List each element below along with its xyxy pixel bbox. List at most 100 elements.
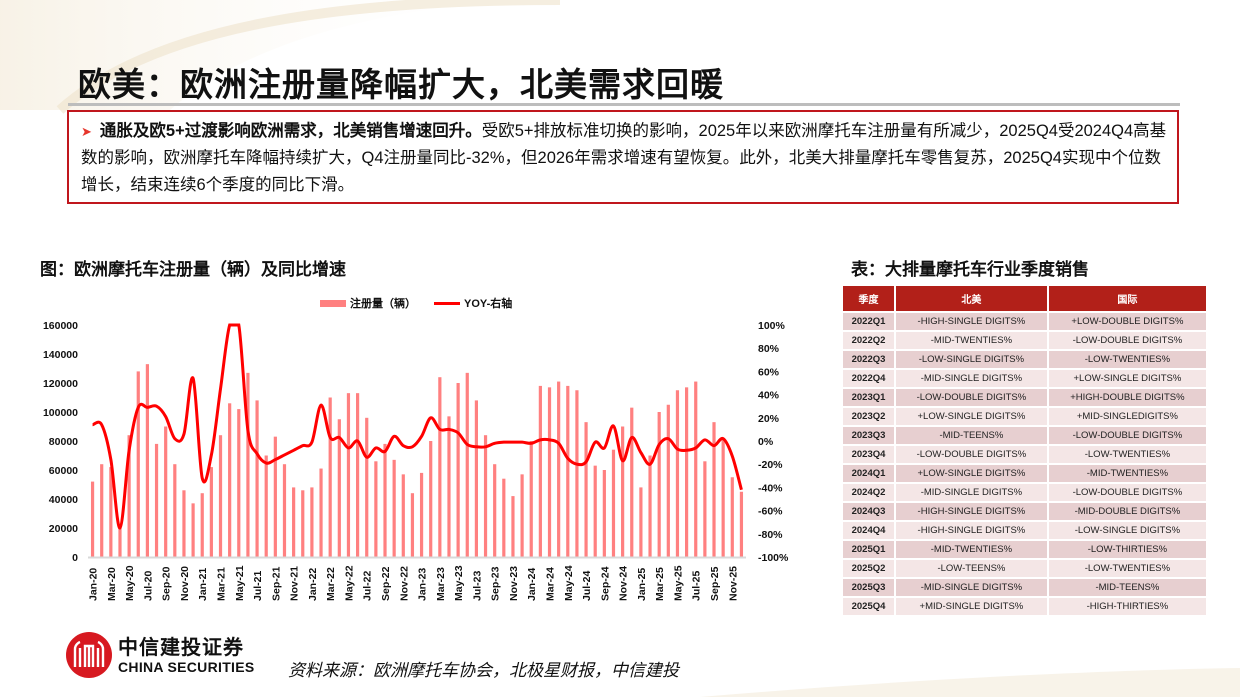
- bar: [419, 472, 424, 557]
- bar: [611, 449, 616, 557]
- quarter-cell: 2024Q4: [843, 522, 896, 539]
- x-tick-label: Sep-24: [599, 566, 611, 601]
- x-tick-label: Jul-24: [581, 570, 593, 601]
- international-cell: -LOW-TWENTIES%: [1048, 446, 1208, 463]
- y-left-tick: 120000: [43, 378, 78, 390]
- x-tick-label: Jul-20: [142, 570, 154, 601]
- international-cell: -MID-DOUBLE DIGITS%: [1048, 503, 1208, 520]
- x-tick-label: Sep-20: [161, 566, 173, 601]
- bar: [502, 478, 506, 557]
- citic-logo-icon: [66, 632, 112, 678]
- quarter-cell: 2023Q3: [843, 427, 896, 444]
- table-row: 2023Q1 -LOW-DOUBLE DIGITS% +HIGH-DOUBLE DI…: [843, 389, 1208, 406]
- table-header-cell: 国际: [1048, 286, 1208, 311]
- bar: [465, 372, 469, 557]
- north-america-cell: -HIGH-SINGLE DIGITS%: [896, 503, 1049, 520]
- quarter-cell: 2025Q2: [843, 560, 896, 577]
- bar: [301, 490, 305, 557]
- north-america-cell: -MID-SINGLE DIGITS%: [896, 370, 1049, 387]
- summary-body: 受欧5+排放标准切换的影响，2025年以来欧洲摩托车注册量有所减少，2025Q4…: [81, 122, 1167, 194]
- x-tick-label: Sep-21: [270, 566, 282, 601]
- bar: [675, 390, 680, 557]
- bar: [511, 496, 515, 557]
- north-america-cell: -MID-TWENTIES%: [896, 332, 1049, 349]
- bar: [666, 404, 670, 557]
- bar: [438, 377, 442, 557]
- bar: [109, 467, 113, 557]
- x-tick-label: Jan-22: [307, 568, 319, 601]
- bar: [566, 385, 570, 557]
- bar: [292, 487, 296, 557]
- x-tick-label: Nov-22: [398, 566, 410, 601]
- x-tick-label: May-22: [343, 565, 355, 601]
- bar: [520, 474, 524, 557]
- quarter-cell: 2022Q1: [843, 313, 896, 330]
- table-row: 2022Q2 -MID-TWENTIES% -LOW-DOUBLE DIGITS%: [843, 332, 1208, 349]
- table-title: 表：大排量摩托车行业季度销售: [851, 260, 1089, 279]
- bar: [483, 435, 488, 557]
- quarter-cell: 2022Q4: [843, 370, 896, 387]
- international-cell: +MID-SINGLEDIGITS%: [1048, 408, 1208, 425]
- bar: [739, 491, 744, 557]
- north-america-cell: -LOW-DOUBLE DIGITS%: [896, 446, 1049, 463]
- bar: [703, 461, 707, 557]
- y-left-tick: 60000: [49, 465, 78, 477]
- x-tick-label: Mar-21: [216, 567, 228, 601]
- bar: [456, 383, 460, 557]
- y-right-tick: 20%: [758, 413, 780, 425]
- x-tick-label: Jan-21: [197, 568, 209, 601]
- north-america-cell: -HIGH-SINGLE DIGITS%: [896, 313, 1049, 330]
- table-header-row: 季度 北美 国际: [843, 286, 1208, 311]
- table-row: 2024Q1 +LOW-SINGLE DIGITS% -MID-TWENTIES%: [843, 465, 1208, 482]
- y-right-tick: -60%: [758, 506, 783, 518]
- y-right-tick: -40%: [758, 482, 783, 494]
- registration-chart: 0 20000 40000 60000 80000 100000 120000 140000 1…: [43, 320, 789, 601]
- bar: [282, 464, 287, 557]
- international-cell: +HIGH-DOUBLE DIGITS%: [1048, 389, 1208, 406]
- y-left-tick: 40000: [49, 494, 78, 506]
- y-right-tick: -20%: [758, 459, 783, 471]
- y-left-tick: 100000: [43, 407, 78, 419]
- x-tick-label: Jul-23: [471, 570, 483, 601]
- quarter-cell: 2024Q2: [843, 484, 896, 501]
- quarter-cell: 2024Q1: [843, 465, 896, 482]
- table-header-cell: 季度: [843, 286, 896, 311]
- table-row: 2022Q3 -LOW-SINGLE DIGITS% -LOW-TWENTIES%: [843, 351, 1208, 368]
- bar: [90, 481, 95, 557]
- bar: [584, 422, 588, 557]
- north-america-cell: -HIGH-SINGLE DIGITS%: [896, 522, 1049, 539]
- quarter-cell: 2022Q2: [843, 332, 896, 349]
- bar: [730, 477, 734, 557]
- y-right-tick: 40%: [758, 390, 780, 402]
- bar: [630, 407, 634, 557]
- y-left-tick: 0: [72, 552, 78, 564]
- north-america-cell: -MID-SINGLE DIGITS%: [896, 579, 1049, 596]
- bar: [182, 490, 186, 557]
- bar: [319, 468, 323, 557]
- x-tick-label: May-23: [453, 565, 465, 601]
- summary-lead: 通胀及欧5+过渡影响欧洲需求，北美销售增速回升。: [99, 122, 482, 140]
- bar: [447, 416, 451, 557]
- y-right-tick: 100%: [758, 320, 786, 332]
- x-tick-label: May-20: [124, 565, 136, 601]
- international-cell: -HIGH-THIRTIES%: [1048, 598, 1208, 615]
- quarter-cell: 2025Q3: [843, 579, 896, 596]
- bar: [328, 397, 332, 557]
- source-note: 资料来源：欧洲摩托车协会，北极星财报，中信建投: [288, 661, 679, 680]
- x-tick-label: Jul-21: [252, 570, 264, 601]
- table-row: 2025Q4 +MID-SINGLE DIGITS% -HIGH-THIRTIES%: [843, 598, 1208, 615]
- bar: [401, 474, 405, 557]
- table-header-cell: 北美: [896, 286, 1049, 311]
- bar: [684, 387, 689, 557]
- x-tick-label: Jan-25: [636, 568, 648, 601]
- bar: [164, 426, 168, 557]
- international-cell: +LOW-DOUBLE DIGITS%: [1048, 313, 1208, 330]
- north-america-cell: +MID-SINGLE DIGITS%: [896, 598, 1049, 615]
- x-tick-label: Nov-20: [179, 566, 191, 601]
- y-right-tick: -80%: [758, 529, 783, 541]
- bar: [346, 393, 351, 557]
- x-tick-label: Jul-22: [362, 570, 374, 601]
- bar: [237, 409, 241, 557]
- y-right-tick: -100%: [758, 552, 789, 564]
- x-tick-label: May-25: [672, 565, 684, 601]
